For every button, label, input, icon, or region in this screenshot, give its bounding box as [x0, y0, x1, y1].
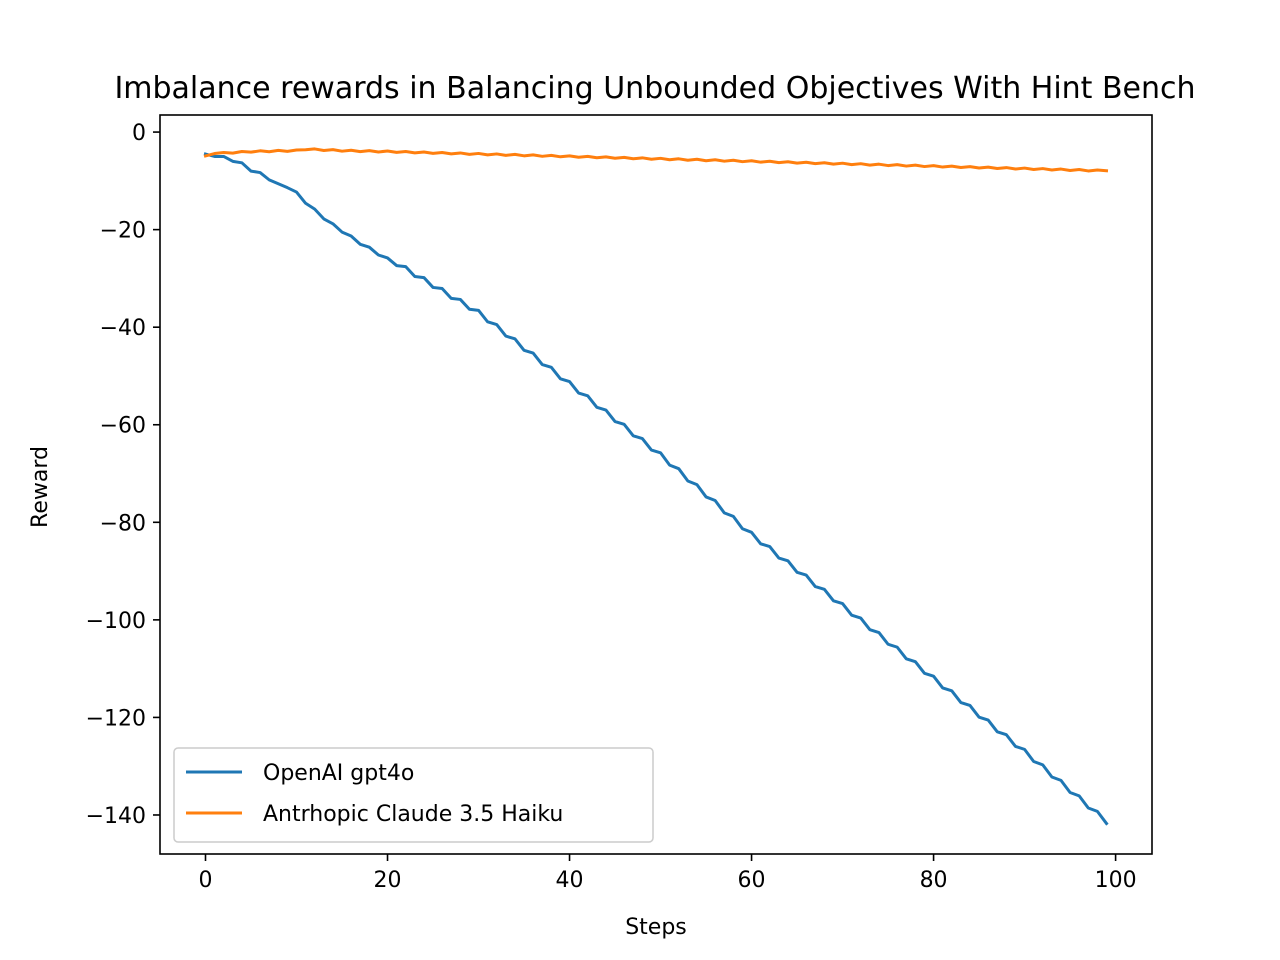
x-axis: 0 20 40 60 80 100	[199, 854, 1137, 893]
y-tick-label: −20	[100, 219, 146, 244]
chart-title: Imbalance rewards in Balancing Unbounded…	[114, 71, 1195, 106]
series-line-openai-gpt4o	[203, 152, 1109, 826]
x-axis-label: Steps	[625, 915, 687, 940]
legend: OpenAI gpt4o Antrhopic Claude 3.5 Haiku	[173, 747, 654, 843]
y-tick-label: −80	[100, 511, 146, 536]
x-tick-label: 80	[920, 868, 948, 893]
x-tick-label: 0	[199, 868, 213, 893]
y-tick-label: −40	[100, 316, 146, 341]
plot-area-frame	[159, 114, 1153, 855]
y-tick-label: −100	[86, 609, 146, 634]
y-tick-label: −140	[86, 804, 146, 829]
x-tick-label: 20	[374, 868, 402, 893]
y-axis-label: Reward	[28, 446, 53, 528]
legend-label-openai-gpt4o: OpenAI gpt4o	[263, 761, 414, 786]
series-line-claude-haiku	[203, 147, 1109, 173]
y-tick-label: 0	[132, 121, 146, 146]
y-tick-label: −60	[100, 414, 146, 439]
legend-label-claude-haiku: Antrhopic Claude 3.5 Haiku	[263, 802, 563, 827]
y-axis: 0 −20 −40 −60 −80 −100 −120 −140	[86, 121, 160, 829]
y-tick-label: −120	[86, 706, 146, 731]
x-tick-label: 100	[1095, 868, 1137, 893]
legend-box	[173, 747, 654, 843]
x-tick-label: 60	[738, 868, 766, 893]
x-tick-label: 40	[556, 868, 584, 893]
